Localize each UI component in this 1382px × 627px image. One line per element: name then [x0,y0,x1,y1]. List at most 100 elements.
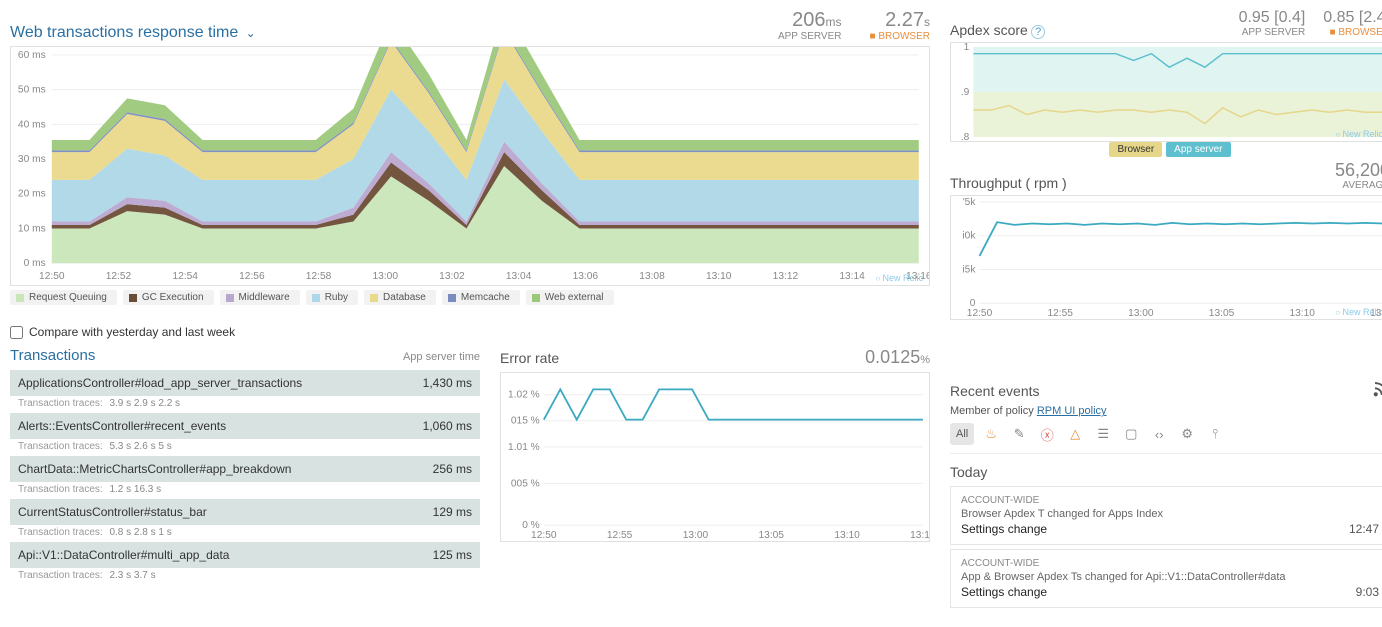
today-header: Today [950,464,1382,480]
svg-text:10 ms: 10 ms [18,224,46,235]
apdex-browser-value: 0.85 [2.4] [1323,9,1382,27]
gear-icon[interactable]: ⚙ [1176,423,1198,445]
svg-text:12:56: 12:56 [239,271,265,282]
legend-item[interactable]: Database [364,290,436,305]
rss-icon[interactable] [1372,380,1382,401]
chevron-down-icon[interactable]: ⌄ [246,26,256,40]
svg-text:12:50: 12:50 [967,309,993,320]
event-card[interactable]: ACCOUNT-WIDEBrowser Apdex T changed for … [950,486,1382,545]
svg-text:13:00: 13:00 [683,530,709,541]
svg-text:20 ms: 20 ms [18,189,46,200]
browser-value: 2.27 [885,9,924,31]
svg-text:1.01 %: 1.01 % [508,442,540,453]
svg-text:13:00: 13:00 [373,271,399,282]
note-icon[interactable]: ☰ [1092,423,1114,445]
svg-text:'5k: '5k [963,197,977,208]
transaction-row[interactable]: ApplicationsController#load_app_server_t… [10,370,480,396]
apdex-app-server-value: 0.95 [0.4] [1239,9,1306,27]
svg-text:12:52: 12:52 [106,271,132,282]
signal-icon[interactable]: ⫯ [1204,423,1226,445]
legend-item[interactable]: Middleware [220,290,300,305]
svg-text:13:14: 13:14 [839,271,865,282]
policy-line: Member of policy RPM UI policy [950,405,1382,417]
apdex-chart[interactable]: 1.9.8 New Relic [950,42,1382,142]
transaction-row[interactable]: ChartData::MetricChartsController#app_br… [10,456,480,482]
throughput-chart[interactable]: '5ki0ki5k012:5012:5513:0013:0513:1013:15… [950,195,1382,320]
svg-text:50 ms: 50 ms [18,85,46,96]
svg-text:12:55: 12:55 [607,530,633,541]
recent-events-title: Recent events [950,383,1040,399]
svg-text:13:10: 13:10 [706,271,732,282]
legend-item[interactable]: Memcache [442,290,520,305]
svg-text:005 %: 005 % [511,478,540,489]
transaction-row[interactable]: Api::V1::DataController#multi_app_data12… [10,542,480,568]
svg-text:015 %: 015 % [511,416,540,427]
transaction-traces: Transaction traces: 3.9 s 2.9 s 2.2 s [10,396,480,413]
svg-text:13:06: 13:06 [573,271,599,282]
svg-text:13:10: 13:10 [834,530,860,541]
svg-text:60 ms: 60 ms [18,50,46,61]
svg-text:12:55: 12:55 [1047,309,1073,320]
response-time-chart[interactable]: 0 ms 10 ms 20 ms 30 ms 40 ms 50 ms 60 ms 12:50 1… [10,46,930,286]
code-icon[interactable]: ‹› [1148,423,1170,445]
transaction-traces: Transaction traces: 2.3 s 3.7 s [10,568,480,585]
legend-item[interactable]: GC Execution [123,290,214,305]
svg-text:.8: .8 [961,132,970,141]
transactions-title: Transactions [10,347,95,364]
svg-text:i0k: i0k [962,231,976,242]
svg-text:12:54: 12:54 [172,271,198,282]
response-time-title[interactable]: Web transactions response time [10,24,238,41]
transactions-header-right: App server time [403,351,480,363]
throughput-value: 56,200 [1335,161,1382,181]
svg-text:1.02 %: 1.02 % [508,390,540,401]
circle-x-icon[interactable]: ⓧ [1036,423,1058,445]
svg-text:13:05: 13:05 [759,530,785,541]
transaction-row[interactable]: CurrentStatusController#status_bar129 ms [10,499,480,525]
svg-text:13:02: 13:02 [439,271,465,282]
response-time-metrics: 206ms APP SERVER 2.27s BROWSER [778,9,930,42]
transaction-traces: Transaction traces: 5.3 s 2.6 s 5 s [10,439,480,456]
transaction-traces: Transaction traces: 0.8 s 2.8 s 1 s [10,525,480,542]
legend-item[interactable]: Web external [526,290,614,305]
transaction-traces: Transaction traces: 1.2 s 16.3 s [10,482,480,499]
svg-text:30 ms: 30 ms [18,154,46,165]
warning-icon[interactable]: △ [1064,423,1086,445]
compare-checkbox[interactable]: Compare with yesterday and last week [10,325,930,339]
svg-text:.9: .9 [961,87,970,98]
legend-item[interactable]: Ruby [306,290,358,305]
attribution-label: New Relic [871,272,927,284]
pencil-icon[interactable]: ✎ [1008,423,1030,445]
transactions-panel: Transactions App server time Application… [10,347,480,585]
svg-text:13:08: 13:08 [639,271,665,282]
error-rate-title: Error rate [500,350,559,366]
app-server-value: 206 [792,9,825,31]
svg-text:13:04: 13:04 [506,271,532,282]
event-card[interactable]: ACCOUNT-WIDEApp & Browser Apdex Ts chang… [950,549,1382,608]
error-rate-chart[interactable]: 1.02 %015 %1.01 %005 %0 %12:5012:5513:00… [500,372,930,542]
help-icon[interactable]: ? [1031,25,1045,39]
apdex-legend: BrowserApp server [950,144,1382,155]
svg-text:0 ms: 0 ms [24,258,46,269]
error-rate-panel: Error rate 0.0125% 1.02 %015 %1.01 %005 … [500,347,930,585]
svg-text:13:12: 13:12 [773,271,799,282]
filter-all[interactable]: All [950,423,974,445]
event-filter-bar: All ♨ ✎ ⓧ △ ☰ ▢ ‹› ⚙ ⫯ [950,423,1382,454]
transaction-row[interactable]: Alerts::EventsController#recent_events1,… [10,413,480,439]
response-time-legend: Request Queuing GC Execution Middleware Rub… [10,290,930,305]
svg-text:12:50: 12:50 [531,530,557,541]
fire-icon[interactable]: ♨ [980,423,1002,445]
svg-text:13:05: 13:05 [1209,309,1235,320]
svg-text:12:58: 12:58 [306,271,332,282]
error-rate-value: 0.0125 [865,347,920,367]
policy-link[interactable]: RPM UI policy [1037,405,1107,417]
svg-text:1: 1 [964,43,970,53]
svg-text:13:10: 13:10 [1289,309,1315,320]
throughput-title: Throughput ( rpm ) [950,175,1067,191]
svg-text:40 ms: 40 ms [18,119,46,130]
svg-text:13:00: 13:00 [1128,309,1154,320]
svg-text:12:50: 12:50 [39,271,65,282]
monitor-icon[interactable]: ▢ [1120,423,1142,445]
legend-item[interactable]: Request Queuing [10,290,117,305]
svg-text:13:15: 13:15 [910,530,929,541]
apdex-title: Apdex score [950,22,1028,38]
